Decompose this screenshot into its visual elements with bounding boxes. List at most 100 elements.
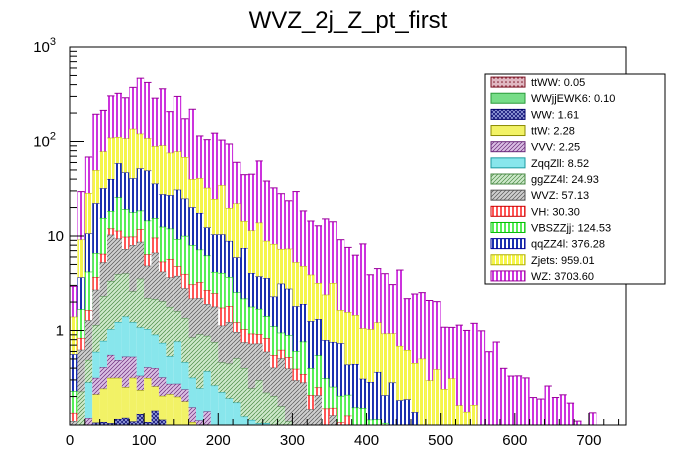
bar-wvz-bin-7 [121, 249, 130, 274]
bar-wz-bin-70 [588, 412, 597, 425]
bar-ggzz4l-bin-17 [196, 334, 204, 389]
bar-vvv-bin-4 [99, 367, 108, 389]
bar-wz-bin-32 [307, 221, 315, 275]
bar-zjets-bin-26 [262, 240, 271, 279]
bar-zjets-bin-33 [314, 283, 323, 320]
bar-vh-bin-1 [77, 337, 85, 350]
bar-ttw-bin-14 [173, 396, 182, 425]
bar-vvv-bin-17 [196, 420, 204, 425]
bar-vbszzjj-bin-2 [84, 271, 93, 311]
bar-vbszzjj-bin-25 [255, 308, 263, 335]
bar-wz-bin-27 [270, 187, 278, 244]
bar-wvz-bin-15 [181, 288, 189, 318]
bar-wz-bin-58 [499, 368, 508, 425]
bar-wz-bin-38 [351, 255, 360, 316]
bar-zjets-bin-43 [388, 333, 397, 383]
bar-wz-bin-52 [455, 325, 463, 406]
bar-zqqzll-bin-14 [173, 341, 182, 384]
bar-vh-bin-21 [225, 306, 234, 322]
x-tick-label-0: 0 [66, 432, 74, 449]
bar-vh-bin-0 [70, 412, 78, 422]
chart-title: WVZ_2j_Z_pt_first [249, 7, 448, 34]
bar-zqqzll-bin-17 [196, 388, 204, 421]
bar-qqzz4l-bin-41 [373, 371, 382, 420]
bar-wz-bin-45 [403, 298, 412, 350]
x-tick-label-300: 300 [280, 432, 305, 449]
bar-qqzz4l-bin-2 [84, 233, 93, 272]
bar-vh-bin-32 [307, 395, 315, 410]
bar-zqqzll-bin-12 [158, 342, 167, 378]
bar-ww-bin-5 [107, 423, 115, 425]
bar-wvz-bin-33 [314, 395, 323, 425]
bar-wvz-bin-19 [210, 306, 219, 343]
legend-label-qqzz4l: qqZZ4l: 376.28 [531, 239, 605, 251]
bar-wz-bin-37 [344, 247, 352, 313]
bar-wz-bin-22 [233, 162, 241, 204]
bar-zjets-bin-39 [359, 328, 367, 379]
bar-ww-bin-11 [151, 410, 159, 425]
bar-wz-bin-9 [136, 78, 145, 134]
legend-label-vh: VH: 30.30 [531, 206, 580, 218]
bar-qqzz4l-bin-11 [151, 183, 159, 219]
bar-zqqzll-bin-8 [129, 322, 137, 357]
bar-vh-bin-12 [158, 261, 167, 272]
bar-wz-bin-30 [292, 191, 300, 263]
bar-zjets-bin-38 [351, 315, 360, 364]
bar-vvv-bin-10 [144, 367, 152, 378]
bar-wvz-bin-13 [166, 277, 174, 307]
bar-zjets-bin-50 [440, 389, 449, 425]
bar-wvz-bin-17 [196, 298, 204, 335]
bar-ttw-bin-15 [181, 401, 189, 425]
bar-wz-bin-4 [99, 110, 108, 152]
x-tick-label-400: 400 [354, 432, 379, 449]
bar-wvz-bin-28 [277, 358, 285, 407]
bar-ttw-bin-11 [151, 386, 159, 411]
bar-vh-bin-10 [144, 254, 152, 266]
bar-wz-bin-33 [314, 225, 323, 284]
bar-zjets-bin-47 [418, 358, 426, 425]
bar-vh-bin-2 [84, 310, 93, 321]
bar-wvz-bin-8 [129, 244, 137, 292]
bar-wvz-bin-20 [218, 325, 226, 363]
bar-wvz-bin-22 [233, 332, 241, 359]
bar-qqzz4l-bin-17 [196, 212, 204, 250]
bar-vbszzjj-bin-17 [196, 249, 204, 283]
bar-vbszzjj-bin-1 [77, 309, 85, 338]
bar-zjets-bin-51 [448, 378, 456, 425]
bar-zqqzll-bin-20 [218, 392, 226, 425]
bar-qqzz4l-bin-46 [411, 412, 419, 425]
bar-qqzz4l-bin-27 [270, 296, 278, 327]
bar-wz-bin-10 [144, 82, 152, 139]
bar-zqqzll-bin-13 [166, 356, 174, 384]
bar-wz-bin-21 [225, 143, 234, 209]
bar-qqzz4l-bin-45 [403, 399, 412, 425]
bar-vvv-bin-5 [107, 354, 115, 378]
bar-ww-bin-3 [92, 422, 100, 425]
bar-ttw-bin-6 [114, 377, 122, 419]
bar-ggzz4l-bin-9 [136, 278, 145, 328]
bar-zjets-bin-41 [373, 322, 382, 372]
bar-zqqzll-bin-23 [240, 416, 248, 425]
bar-vvv-bin-15 [181, 389, 189, 402]
legend-label-ttww: ttWW: 0.05 [531, 77, 585, 89]
bar-zjets-bin-0 [70, 316, 78, 355]
bar-wz-bin-65 [551, 397, 560, 425]
bar-vvv-bin-9 [136, 375, 145, 391]
bar-wz-bin-7 [121, 97, 130, 139]
bar-wz-bin-55 [477, 330, 486, 425]
bar-zjets-bin-45 [403, 350, 412, 400]
bar-zjets-bin-19 [210, 199, 219, 235]
bar-qqzz4l-bin-44 [396, 400, 404, 425]
bar-wz-bin-62 [529, 397, 538, 425]
bar-vh-bin-37 [344, 415, 352, 425]
bar-wz-bin-50 [440, 327, 449, 390]
bar-vbszzjj-bin-19 [210, 271, 219, 294]
legend-swatch-ttww [490, 76, 526, 88]
bar-wvz-bin-26 [262, 351, 271, 393]
bar-qqzz4l-bin-4 [99, 188, 108, 218]
bar-vbszzjj-bin-8 [129, 212, 137, 237]
bar-zqqzll-bin-18 [203, 371, 211, 412]
bar-wz-bin-36 [336, 239, 345, 311]
bar-wvz-bin-21 [225, 322, 234, 364]
bar-vvv-bin-13 [166, 383, 174, 395]
